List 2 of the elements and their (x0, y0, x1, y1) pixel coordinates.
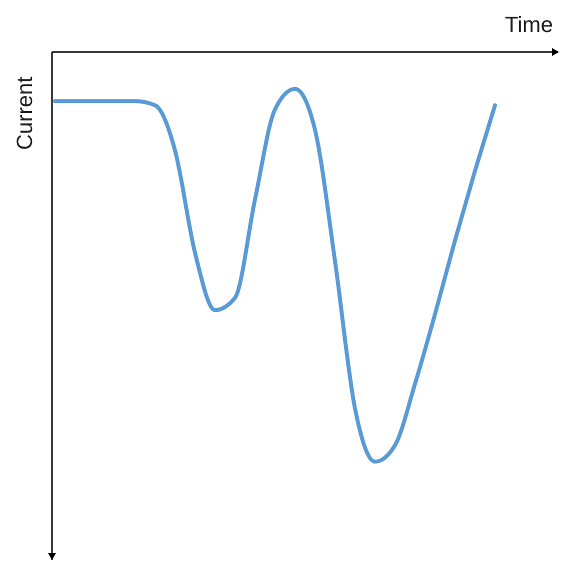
y-axis-title: Current (12, 76, 38, 150)
x-axis-title: Time (504, 12, 553, 38)
